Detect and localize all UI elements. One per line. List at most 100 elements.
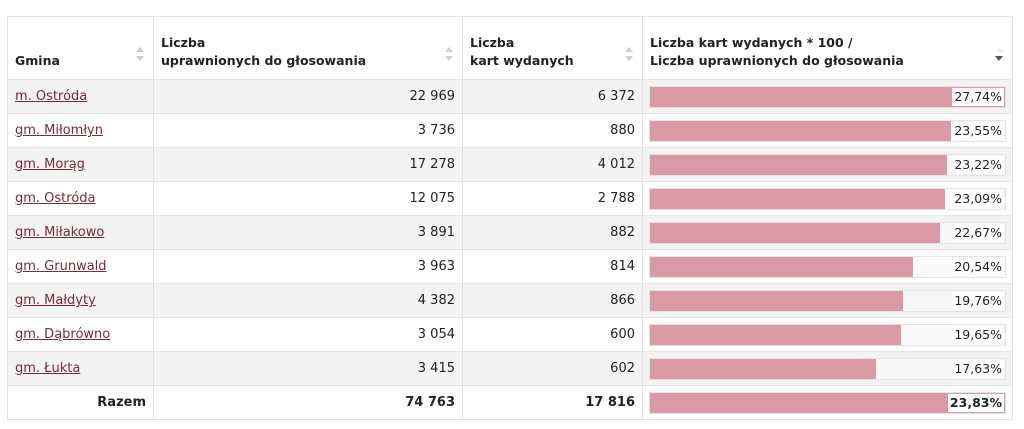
header-karty[interactable]: Liczba kart wydanych xyxy=(462,16,643,80)
turnout-bar: 23,55% xyxy=(649,119,1006,142)
uprawnieni-cell: 22 969 xyxy=(153,79,463,114)
frekwencja-value: 19,76% xyxy=(952,291,1004,310)
header-frekwencja-line2: Liczba uprawnionych do głosowania xyxy=(650,53,904,68)
gmina-link[interactable]: gm. Morąg xyxy=(15,157,85,172)
gmina-cell: gm. Grunwald xyxy=(7,249,154,284)
frekwencja-cell: 17,63% xyxy=(642,351,1013,386)
frekwencja-value: 23,55% xyxy=(952,121,1004,140)
total-uprawnieni: 74 763 xyxy=(153,385,463,420)
header-row: Gmina Liczba uprawnionych do głosowania … xyxy=(7,16,1013,80)
uprawnieni-cell: 3 736 xyxy=(153,113,463,148)
uprawnieni-cell: 3 054 xyxy=(153,317,463,352)
turnout-bar: 17,63% xyxy=(649,357,1006,380)
turnout-bar: 22,67% xyxy=(649,221,1006,244)
results-table: Gmina Liczba uprawnionych do głosowania … xyxy=(7,16,1013,420)
sort-icon[interactable] xyxy=(625,47,633,61)
total-frekwencja-cell: 23,83% xyxy=(642,385,1013,420)
karty-cell: 602 xyxy=(462,351,643,386)
turnout-bar-fill xyxy=(650,86,1005,107)
turnout-bar-fill xyxy=(650,358,876,379)
turnout-bar: 23,09% xyxy=(649,187,1006,210)
frekwencja-cell: 23,22% xyxy=(642,147,1013,182)
sort-icon[interactable] xyxy=(136,47,144,61)
header-gmina[interactable]: Gmina xyxy=(7,16,154,80)
gmina-link[interactable]: gm. Małdyty xyxy=(15,293,96,308)
karty-cell: 882 xyxy=(462,215,643,250)
total-row: Razem 74 763 17 816 23,83% xyxy=(7,385,1013,420)
gmina-cell: gm. Miłakowo xyxy=(7,215,154,250)
gmina-link[interactable]: gm. Miłakowo xyxy=(15,225,105,240)
total-label: Razem xyxy=(7,385,154,420)
frekwencja-cell: 20,54% xyxy=(642,249,1013,284)
frekwencja-cell: 19,76% xyxy=(642,283,1013,318)
turnout-bar-fill xyxy=(650,188,946,209)
header-gmina-label: Gmina xyxy=(15,53,60,68)
gmina-link[interactable]: m. Ostróda xyxy=(15,89,88,104)
total-karty: 17 816 xyxy=(462,385,643,420)
header-karty-line1: Liczba xyxy=(470,35,515,50)
table-row: gm. Małdyty 4 382 866 19,76% xyxy=(7,283,1013,318)
frekwencja-cell: 19,65% xyxy=(642,317,1013,352)
gmina-link[interactable]: gm. Dąbrówno xyxy=(15,327,111,342)
frekwencja-value: 17,63% xyxy=(952,359,1004,378)
header-uprawnieni-line1: Liczba xyxy=(161,35,206,50)
frekwencja-cell: 22,67% xyxy=(642,215,1013,250)
uprawnieni-cell: 3 415 xyxy=(153,351,463,386)
uprawnieni-cell: 4 382 xyxy=(153,283,463,318)
frekwencja-cell: 23,09% xyxy=(642,181,1013,216)
gmina-link[interactable]: gm. Miłomłyn xyxy=(15,123,103,138)
table-row: gm. Łukta 3 415 602 17,63% xyxy=(7,351,1013,386)
karty-cell: 880 xyxy=(462,113,643,148)
turnout-bar: 23,22% xyxy=(649,153,1006,176)
karty-cell: 4 012 xyxy=(462,147,643,182)
header-uprawnieni-line2: uprawnionych do głosowania xyxy=(161,53,367,68)
turnout-bar: 19,76% xyxy=(649,289,1006,312)
gmina-link[interactable]: gm. Grunwald xyxy=(15,259,107,274)
frekwencja-value: 23,22% xyxy=(952,155,1004,174)
turnout-bar-fill xyxy=(650,222,941,243)
turnout-bar: 23,83% xyxy=(649,391,1006,414)
frekwencja-cell: 23,55% xyxy=(642,113,1013,148)
uprawnieni-cell: 3 963 xyxy=(153,249,463,284)
turnout-bar-fill xyxy=(650,120,952,141)
gmina-link[interactable]: gm. Łukta xyxy=(15,361,81,376)
gmina-cell: gm. Małdyty xyxy=(7,283,154,318)
turnout-bar: 27,74% xyxy=(649,85,1006,108)
header-uprawnieni[interactable]: Liczba uprawnionych do głosowania xyxy=(153,16,463,80)
turnout-bar-fill xyxy=(650,324,902,345)
uprawnieni-cell: 17 278 xyxy=(153,147,463,182)
results-table-container: Gmina Liczba uprawnionych do głosowania … xyxy=(7,16,1013,420)
gmina-cell: gm. Morąg xyxy=(7,147,154,182)
karty-cell: 6 372 xyxy=(462,79,643,114)
karty-cell: 2 788 xyxy=(462,181,643,216)
table-body: m. Ostróda 22 969 6 372 27,74% gm. Miłomłyn 3… xyxy=(7,79,1013,386)
gmina-link[interactable]: gm. Ostróda xyxy=(15,191,96,206)
header-frekwencja[interactable]: Liczba kart wydanych * 100 / Liczba upra… xyxy=(642,16,1013,80)
frekwencja-value: 23,09% xyxy=(952,189,1004,208)
frekwencja-value: 20,54% xyxy=(952,257,1004,276)
frekwencja-value: 27,74% xyxy=(952,87,1004,106)
sort-icon[interactable] xyxy=(445,47,453,61)
gmina-cell: gm. Ostróda xyxy=(7,181,154,216)
uprawnieni-cell: 12 075 xyxy=(153,181,463,216)
turnout-bar-fill xyxy=(650,290,903,311)
frekwencja-cell: 27,74% xyxy=(642,79,1013,114)
header-karty-line2: kart wydanych xyxy=(470,53,574,68)
table-row: gm. Dąbrówno 3 054 600 19,65% xyxy=(7,317,1013,352)
frekwencja-value: 19,65% xyxy=(952,325,1004,344)
turnout-bar-fill xyxy=(650,154,948,175)
gmina-cell: gm. Łukta xyxy=(7,351,154,386)
karty-cell: 866 xyxy=(462,283,643,318)
table-row: gm. Miłomłyn 3 736 880 23,55% xyxy=(7,113,1013,148)
sort-descending-icon[interactable] xyxy=(995,47,1003,61)
gmina-cell: gm. Dąbrówno xyxy=(7,317,154,352)
karty-cell: 600 xyxy=(462,317,643,352)
table-row: gm. Miłakowo 3 891 882 22,67% xyxy=(7,215,1013,250)
gmina-cell: m. Ostróda xyxy=(7,79,154,114)
table-row: gm. Grunwald 3 963 814 20,54% xyxy=(7,249,1013,284)
karty-cell: 814 xyxy=(462,249,643,284)
turnout-bar: 19,65% xyxy=(649,323,1006,346)
gmina-cell: gm. Miłomłyn xyxy=(7,113,154,148)
header-frekwencja-line1: Liczba kart wydanych * 100 / xyxy=(650,35,853,50)
frekwencja-value: 22,67% xyxy=(952,223,1004,242)
